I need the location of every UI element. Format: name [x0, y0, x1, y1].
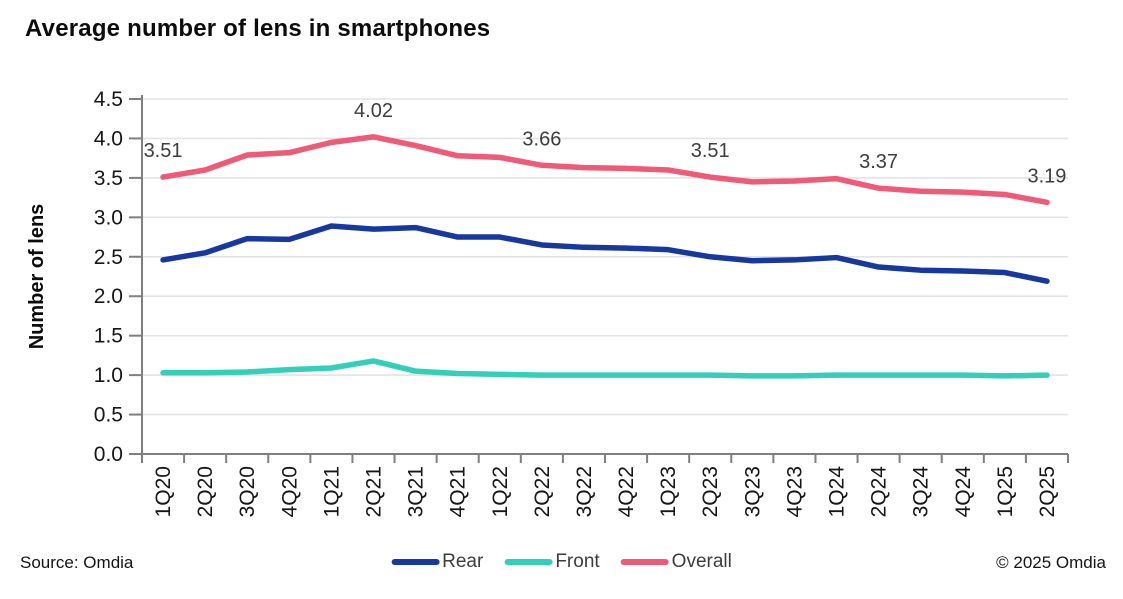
x-tick-label: 3Q21 — [405, 466, 428, 517]
y-tick-label: 4.0 — [94, 127, 123, 150]
y-tick-label: 0.5 — [94, 404, 123, 427]
x-tick-label: 3Q23 — [741, 466, 764, 517]
y-tick-label: 1.5 — [94, 325, 123, 348]
overall-series-line — [160, 134, 1050, 206]
x-tick-label: 3Q22 — [573, 466, 596, 517]
data-label: 3.51 — [691, 140, 730, 162]
legend-label-overall: Overall — [671, 551, 732, 572]
legend-item-front: Front — [504, 551, 600, 573]
overall-line-swatch-icon — [620, 559, 669, 565]
y-tick-label: 0.0 — [94, 443, 123, 466]
y-tick-label: 3.0 — [94, 206, 123, 229]
x-tick-label: 2Q22 — [531, 466, 554, 517]
rear-line-swatch-icon — [391, 559, 440, 565]
x-tick-label: 4Q20 — [278, 466, 301, 517]
front-series-line — [160, 358, 1050, 379]
x-tick-label: 4Q21 — [447, 466, 470, 517]
x-tick-label: 4Q22 — [615, 466, 638, 517]
x-tick-label: 1Q20 — [152, 466, 175, 517]
x-tick-label: 4Q24 — [952, 466, 975, 518]
data-label: 3.66 — [522, 128, 561, 150]
x-tick-label: 2Q25 — [1036, 466, 1059, 517]
x-tick-label: 4Q23 — [783, 466, 806, 517]
x-tick-label: 1Q21 — [320, 466, 343, 517]
x-tick-label: 1Q25 — [994, 466, 1017, 517]
x-tick-label: 2Q24 — [868, 466, 891, 518]
y-tick-label: 2.5 — [94, 246, 123, 269]
y-axis-title: Number of lens — [26, 204, 48, 350]
rear-series-line — [160, 223, 1050, 284]
front-line-swatch-icon — [504, 559, 553, 565]
chart-legend: Rear Front Overall — [391, 551, 732, 573]
y-tick-label: 2.0 — [94, 285, 123, 308]
y-tick-label: 4.5 — [94, 88, 123, 111]
data-label: 4.02 — [354, 100, 393, 122]
legend-label-rear: Rear — [442, 551, 484, 572]
data-label: 3.19 — [1027, 165, 1066, 187]
y-tick-label: 1.0 — [94, 364, 123, 387]
copyright-note: © 2025 Omdia — [996, 553, 1106, 572]
legend-label-front: Front — [555, 551, 600, 572]
x-tick-label: 2Q21 — [363, 466, 386, 517]
x-tick-label: 1Q24 — [826, 466, 849, 518]
x-tick-label: 2Q20 — [194, 466, 217, 517]
data-label: 3.37 — [859, 151, 898, 173]
x-tick-label: 1Q23 — [657, 466, 680, 517]
x-tick-label: 2Q23 — [699, 466, 722, 517]
x-tick-label: 1Q22 — [489, 466, 512, 517]
data-label: 3.51 — [144, 140, 183, 162]
legend-item-rear: Rear — [391, 551, 483, 573]
source-note: Source: Omdia — [20, 553, 134, 572]
legend-item-overall: Overall — [620, 551, 732, 573]
y-tick-label: 3.5 — [94, 167, 123, 190]
chart-title: Average number of lens in smartphones — [25, 15, 491, 42]
x-tick-label: 3Q20 — [236, 466, 259, 517]
x-tick-label: 3Q24 — [910, 466, 933, 518]
